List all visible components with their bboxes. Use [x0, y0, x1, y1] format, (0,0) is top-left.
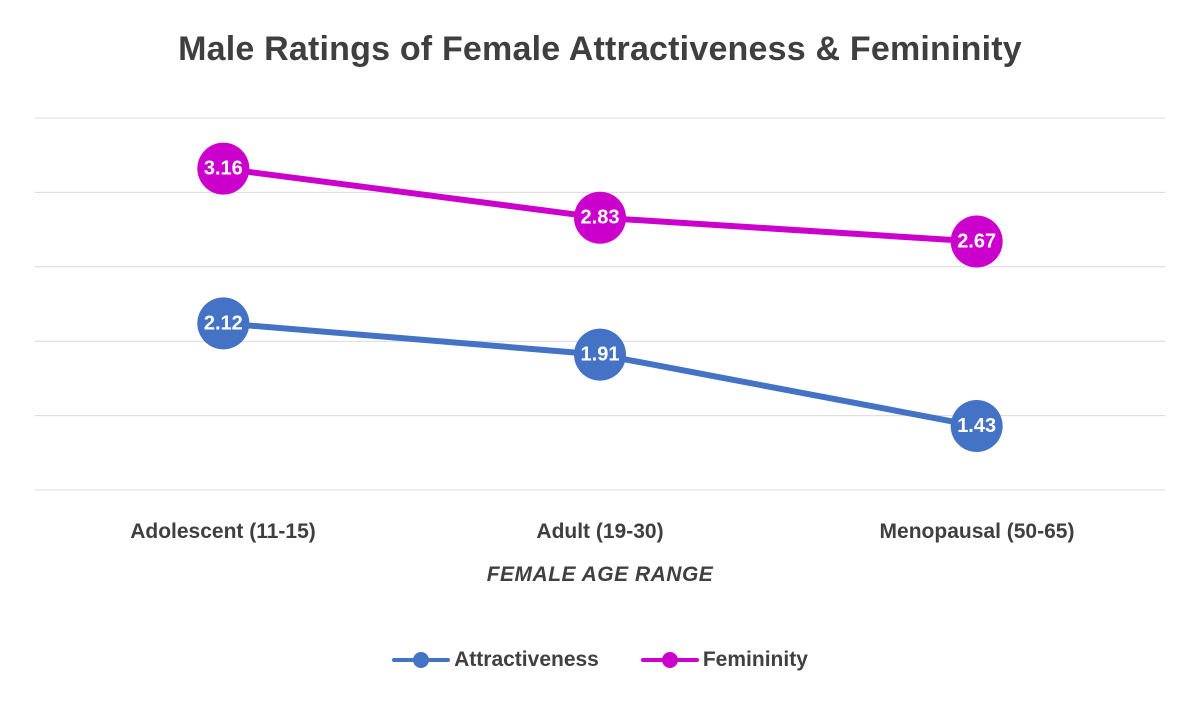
- x-axis-category-label-menopausal: Menopausal (50-65): [879, 520, 1075, 543]
- legend-marker-femininity: [640, 651, 699, 669]
- x-axis-category-label-adolescent: Adolescent (11-15): [130, 520, 316, 543]
- legend: Attractiveness Femininity: [0, 648, 1200, 672]
- data-point-marker-femininity: [574, 191, 626, 244]
- legend-label: Attractiveness: [454, 648, 599, 671]
- data-point-label: 2.83: [581, 207, 620, 229]
- legend-dot-icon: [413, 652, 430, 668]
- data-point-label: 1.91: [581, 344, 620, 366]
- data-point-label: 3.16: [204, 158, 243, 180]
- legend-label: Femininity: [702, 648, 808, 671]
- legend-item-femininity: Femininity: [640, 648, 808, 672]
- data-point-label: 2.12: [204, 312, 243, 334]
- x-axis-title: FEMALE AGE RANGE: [486, 563, 714, 586]
- data-point-marker-femininity: [197, 142, 250, 195]
- data-point-label: 2.67: [957, 231, 996, 253]
- data-point-marker-femininity: [950, 215, 1003, 268]
- data-point-marker-attractiveness: [574, 328, 626, 381]
- chart-title: Male Ratings of Female Attractiveness & …: [178, 30, 1022, 68]
- data-point-label: 1.43: [957, 415, 996, 437]
- plot-area: 2.12 1.91 1.43 3.16 2.83 2.67: [35, 117, 1165, 491]
- data-point-marker-attractiveness: [950, 400, 1003, 453]
- legend-item-attractiveness: Attractiveness: [392, 648, 599, 672]
- legend-dot-icon: [661, 652, 678, 668]
- x-axis-category-label-adult: Adult (19-30): [536, 520, 664, 543]
- legend-marker-attractiveness: [392, 651, 451, 669]
- data-point-marker-attractiveness: [197, 297, 250, 350]
